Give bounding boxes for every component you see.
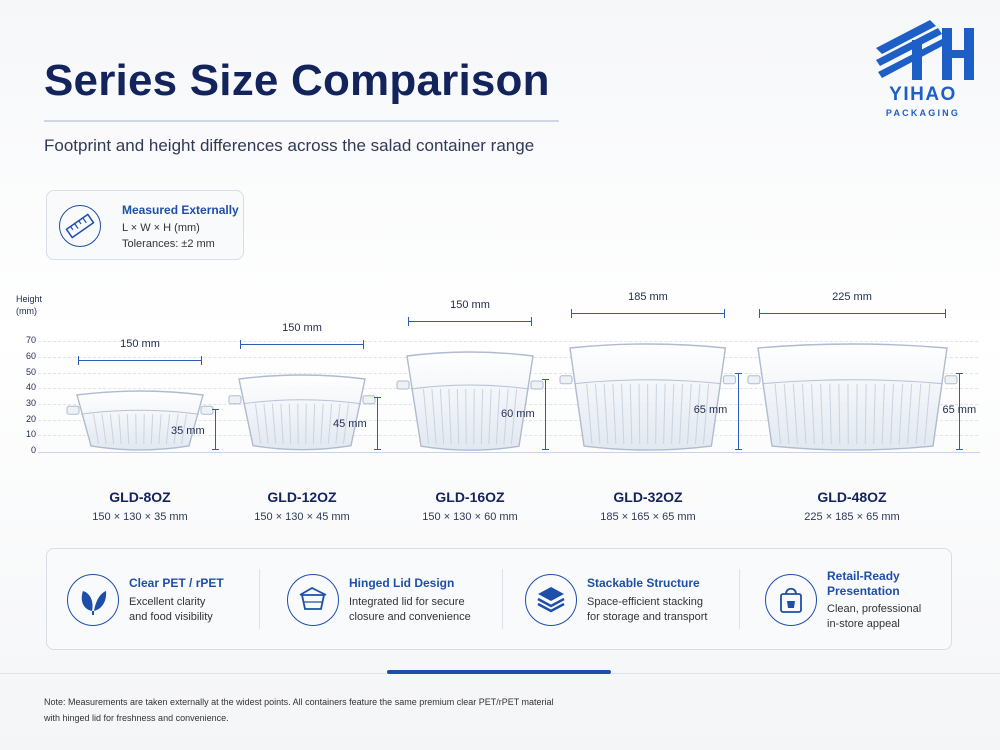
height-tick-label: 60 <box>25 350 36 361</box>
product-name: GLD-12OZ <box>267 489 337 505</box>
page-subtitle: Footprint and height differences across … <box>44 136 535 155</box>
product-dimensions: 150 × 130 × 45 mm <box>254 511 350 523</box>
feature-divider <box>259 569 260 629</box>
measure-title: Measured Externally <box>122 203 239 217</box>
width-label: 225 mm <box>832 290 872 303</box>
feature-hinged-lid: Hinged Lid Design Integrated lid for sec… <box>267 549 502 649</box>
width-dimension: 150 mm <box>408 299 532 328</box>
height-tick-label: 70 <box>25 335 36 346</box>
product-dimensions: 185 × 165 × 65 mm <box>600 511 696 523</box>
width-label: 150 mm <box>282 322 322 335</box>
ruler-icon <box>59 205 101 247</box>
brand-tagline: PACKAGING <box>885 108 961 118</box>
product-name: GLD-16OZ <box>435 489 505 505</box>
clear-container-image <box>746 340 959 463</box>
height-label: 60 mm <box>501 407 535 420</box>
features-panel: Clear PET / rPET Excellent clarity and f… <box>46 548 952 650</box>
measurement-info-card: Measured Externally L × W × H (mm) Toler… <box>46 190 244 260</box>
width-label: 185 mm <box>628 290 668 303</box>
width-label: 150 mm <box>120 338 160 351</box>
height-label: 65 mm <box>693 404 728 417</box>
measure-tolerance: Tolerances: ±2 mm <box>122 238 215 250</box>
clear-container-image <box>65 387 215 463</box>
height-tick-label: 40 <box>25 382 36 393</box>
clear-container-image <box>227 371 377 463</box>
product-dimensions: 225 × 185 × 65 mm <box>804 511 900 523</box>
feature-retail-ready: Retail-Ready Presentation Clean, profess… <box>745 549 950 649</box>
height-dimension <box>542 379 549 450</box>
feature-stackable: Stackable Structure Space-efficient stac… <box>505 549 740 649</box>
height-axis-title: Height (mm) <box>16 294 43 316</box>
product-name: GLD-8OZ <box>109 489 171 505</box>
height-gridline <box>38 341 978 343</box>
brand-name: YIHAO <box>889 84 957 105</box>
brand-logo: YIHAO PACKAGING <box>868 18 978 130</box>
product-dimensions: 150 × 130 × 60 mm <box>422 511 518 523</box>
height-label: 45 mm <box>333 418 367 431</box>
height-dimension <box>212 408 219 451</box>
height-dimension <box>734 373 742 450</box>
container-icon <box>287 574 339 626</box>
height-dimension <box>955 373 963 450</box>
yh-monogram-icon <box>876 20 974 80</box>
height-label: 35 mm <box>171 425 205 438</box>
page-title: Series Size Comparison <box>44 56 550 105</box>
measure-units: L × W × H (mm) <box>122 222 200 234</box>
feature-divider <box>502 569 503 629</box>
height-tick-label: 10 <box>25 429 36 440</box>
height-tick-label: 20 <box>25 413 36 424</box>
width-dimension: 225 mm <box>758 291 946 320</box>
clear-container-image <box>395 348 545 463</box>
clear-container-image <box>558 340 737 463</box>
baseline <box>38 452 980 453</box>
width-dimension: 150 mm <box>78 338 202 367</box>
height-tick-label: 30 <box>25 397 36 408</box>
width-label: 150 mm <box>450 298 490 311</box>
product-name: GLD-32OZ <box>613 489 683 505</box>
leaf-icon <box>67 574 119 626</box>
height-tick-label: 50 <box>25 366 36 377</box>
height-dimension <box>374 397 381 450</box>
product-dimensions: 150 × 130 × 35 mm <box>92 511 188 523</box>
feature-clear-pet: Clear PET / rPET Excellent clarity and f… <box>47 549 262 649</box>
layers-icon <box>525 574 577 626</box>
footnote: Note: Measurements are taken externally … <box>44 697 554 723</box>
shopping-bag-icon <box>765 574 817 626</box>
height-tick-label: 0 <box>30 445 36 455</box>
product-name: GLD-48OZ <box>817 489 887 505</box>
accent-bar <box>387 670 611 674</box>
title-underline <box>44 120 559 122</box>
height-label: 65 mm <box>942 404 977 417</box>
width-dimension: 150 mm <box>240 322 364 351</box>
width-dimension: 185 mm <box>571 291 726 320</box>
feature-divider <box>739 569 740 629</box>
